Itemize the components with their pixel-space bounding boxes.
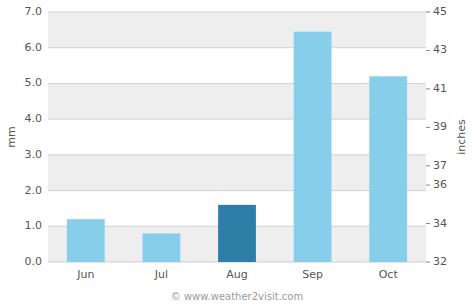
y2-tick <box>426 127 430 128</box>
y2-tick-label: 34 <box>433 217 447 230</box>
y2-tick <box>426 223 430 224</box>
y2-tick <box>426 88 430 89</box>
y2-axis-label: inches <box>455 119 468 155</box>
y2-axis: 32 34 36 37 39 41 43 45 inches <box>426 5 468 268</box>
y2-tick-label: 45 <box>433 5 447 18</box>
grid <box>48 12 426 262</box>
y2-tick-label: 32 <box>433 255 447 268</box>
y-tick-label: 4.0 <box>25 112 43 125</box>
bars <box>67 32 407 262</box>
y2-tick-label: 43 <box>433 43 447 56</box>
y2-tick-label: 41 <box>433 82 447 95</box>
bar <box>143 233 181 262</box>
y2-tick-label: 39 <box>433 120 447 133</box>
bar <box>369 76 407 262</box>
y2-tick <box>426 262 430 263</box>
y-axis: 0.0 1.0 2.0 3.0 4.0 5.0 6.0 7.0 mm <box>5 5 42 268</box>
y2-tick <box>426 165 430 166</box>
chart: 0.0 1.0 2.0 3.0 4.0 5.0 6.0 7.0 mm 32 34 36 37 39 41 43… <box>0 0 474 308</box>
y-tick-label: 3.0 <box>25 148 43 161</box>
y-tick-label: 5.0 <box>25 76 43 89</box>
y2-tick <box>426 12 430 13</box>
y-tick-label: 2.0 <box>25 184 43 197</box>
y-axis-label: mm <box>5 126 18 147</box>
grid-band <box>48 12 426 48</box>
watermark: © www.weather2visit.com <box>171 291 303 302</box>
chart-container: 0.0 1.0 2.0 3.0 4.0 5.0 6.0 7.0 mm 32 34 36 37 39 41 43… <box>0 0 474 308</box>
y-tick-label: 7.0 <box>25 5 43 18</box>
grid-line <box>48 47 426 48</box>
y2-tick-label: 37 <box>433 159 447 172</box>
y2-tick-label: 36 <box>433 178 447 191</box>
x-tick-label: Jun <box>76 268 94 281</box>
bar <box>67 219 105 262</box>
y-tick-label: 0.0 <box>25 255 43 268</box>
x-tick-label: Oct <box>379 268 399 281</box>
bar <box>294 32 332 262</box>
x-axis: Jun Jul Aug Sep Oct <box>76 268 398 281</box>
y2-tick <box>426 185 430 186</box>
x-tick-label: Sep <box>302 268 323 281</box>
x-tick-label: Aug <box>226 268 247 281</box>
grid-line <box>48 12 426 13</box>
y-tick-label: 1.0 <box>25 219 43 232</box>
x-tick-label: Jul <box>154 268 168 281</box>
bar <box>218 205 256 262</box>
y-tick-label: 6.0 <box>25 41 43 54</box>
y2-tick <box>426 50 430 51</box>
